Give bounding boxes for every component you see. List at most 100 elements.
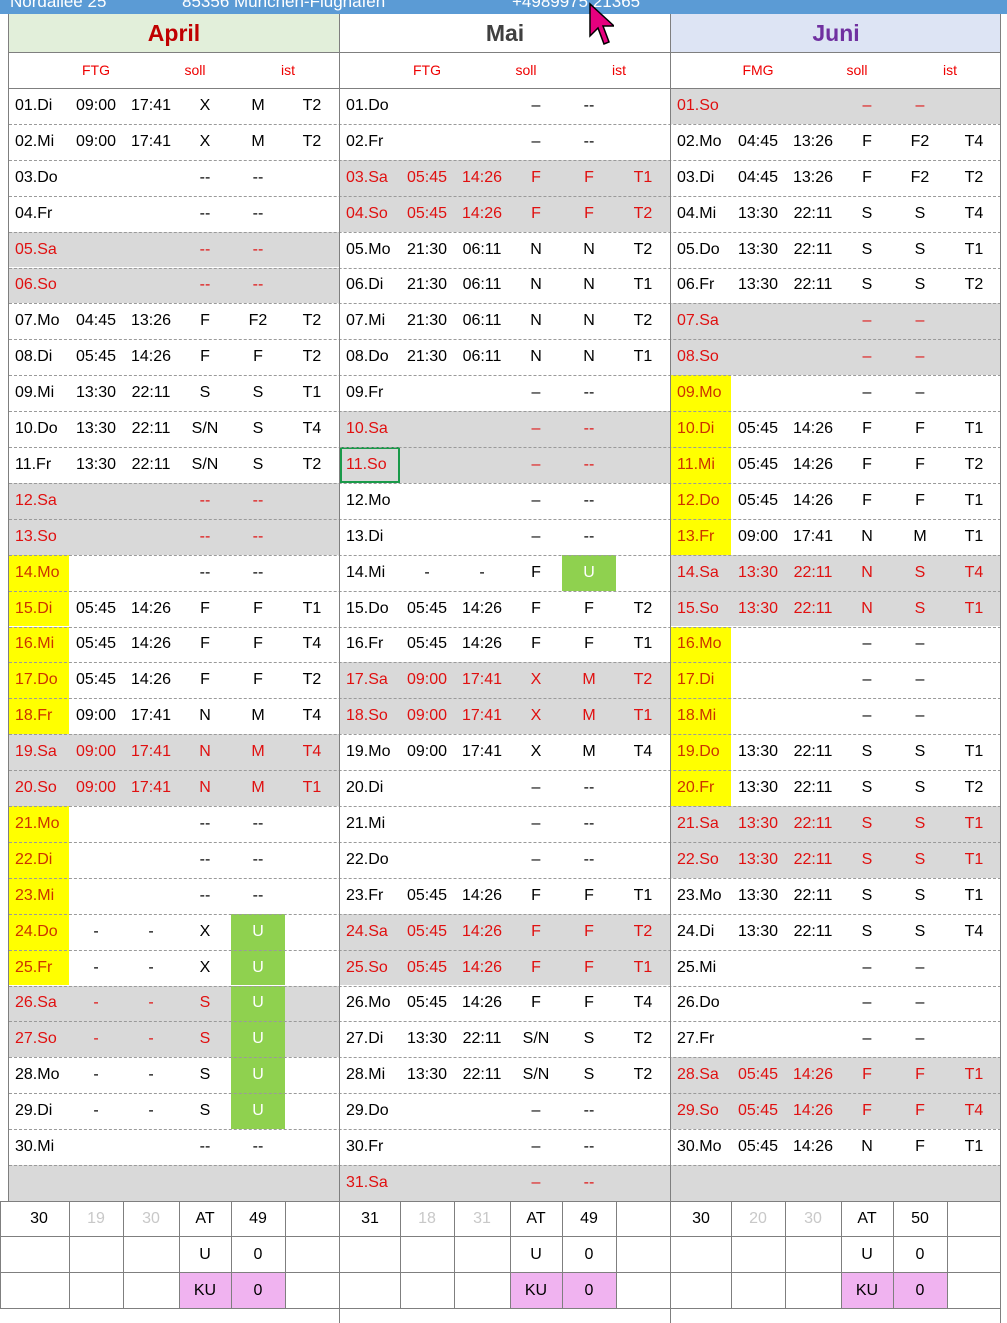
total-cell[interactable] — [671, 1273, 731, 1309]
terminal-cell[interactable]: T2 — [633, 240, 653, 258]
date-cell[interactable]: 21.Sa — [677, 814, 719, 832]
date-cell[interactable]: 04.Fr — [15, 204, 53, 222]
terminal-cell[interactable]: T1 — [964, 599, 984, 617]
ist-shift-cell[interactable]: -- — [252, 240, 264, 258]
end-time-cell[interactable]: 14:26 — [461, 886, 503, 904]
selected-cell[interactable]: 11.So — [340, 447, 400, 483]
soll-shift-cell[interactable]: – — [531, 814, 541, 832]
date-cell[interactable]: 18.So — [346, 707, 388, 725]
terminal-cell[interactable] — [285, 483, 339, 519]
start-time-cell[interactable] — [69, 519, 123, 555]
total-cell[interactable]: 0 — [584, 1245, 594, 1263]
date-cell[interactable]: 21.Mo — [9, 806, 69, 842]
date-cell[interactable]: 22.Do — [346, 850, 389, 868]
soll-shift-cell[interactable]: F — [531, 599, 541, 617]
ist-shift-cell[interactable]: M — [251, 132, 265, 150]
soll-shift-cell[interactable]: N — [530, 276, 542, 294]
ist-shift-cell[interactable]: – — [915, 635, 925, 653]
terminal-cell[interactable]: T1 — [302, 779, 322, 797]
date-cell[interactable]: 29.So — [677, 1102, 719, 1120]
start-time-cell[interactable] — [731, 1021, 785, 1057]
start-time-cell[interactable] — [69, 806, 123, 842]
total-cell[interactable]: 20 — [749, 1209, 767, 1227]
ist-shift-cell[interactable]: S — [252, 384, 264, 402]
terminal-cell[interactable]: T4 — [964, 1102, 984, 1120]
soll-shift-cell[interactable]: F — [200, 348, 210, 366]
start-time-cell[interactable] — [69, 196, 123, 232]
start-time-cell[interactable] — [69, 842, 123, 878]
date-cell[interactable]: 02.Mo — [677, 132, 722, 150]
soll-shift-cell[interactable]: – — [862, 384, 872, 402]
end-time-cell[interactable]: 14:26 — [461, 168, 503, 186]
terminal-cell[interactable]: T2 — [964, 779, 984, 797]
terminal-cell[interactable]: T2 — [633, 204, 653, 222]
soll-shift-cell[interactable]: N — [861, 1138, 873, 1156]
terminal-cell[interactable] — [616, 555, 670, 591]
start-time-cell[interactable]: 05:45 — [737, 455, 779, 473]
soll-shift-cell[interactable]: F — [862, 455, 872, 473]
total-cell[interactable] — [123, 1237, 179, 1273]
total-cell[interactable] — [454, 1273, 510, 1309]
start-time-cell[interactable]: 04:45 — [75, 312, 117, 330]
date-cell[interactable]: 11.Fr — [15, 455, 52, 473]
start-time-cell[interactable] — [731, 662, 785, 698]
start-time-cell[interactable] — [731, 627, 785, 663]
date-cell[interactable]: 21.Mi — [346, 814, 386, 832]
start-time-cell[interactable]: 09:00 — [75, 779, 117, 797]
ist-shift-cell[interactable]: S — [914, 276, 926, 294]
soll-shift-cell[interactable]: N — [199, 779, 211, 797]
soll-shift-cell[interactable]: – — [862, 312, 872, 330]
start-time-cell[interactable]: 09:00 — [75, 707, 117, 725]
ist-shift-cell[interactable]: – — [915, 384, 925, 402]
soll-shift-cell[interactable]: N — [199, 707, 211, 725]
start-time-cell[interactable]: 21:30 — [406, 240, 448, 258]
end-time-cell[interactable]: 17:41 — [461, 671, 503, 689]
terminal-cell[interactable]: T4 — [964, 922, 984, 940]
date-cell[interactable]: 04.Mi — [677, 204, 717, 222]
end-time-cell[interactable]: 14:26 — [130, 348, 172, 366]
soll-shift-cell[interactable]: X — [530, 671, 542, 689]
ist-shift-cell[interactable]: F — [253, 635, 263, 653]
ist-shift-cell[interactable]: F2 — [248, 312, 268, 330]
date-cell[interactable]: 13.Fr — [671, 518, 731, 555]
soll-shift-cell[interactable]: -- — [199, 850, 211, 868]
end-time-cell[interactable] — [454, 483, 510, 519]
ist-shift-cell[interactable]: F — [584, 599, 594, 617]
ist-shift-cell[interactable]: S — [252, 455, 264, 473]
start-time-cell[interactable]: 21:30 — [406, 348, 448, 366]
start-time-cell[interactable]: 13:30 — [737, 814, 779, 832]
date-cell[interactable]: 04.So — [346, 204, 388, 222]
terminal-cell[interactable]: T1 — [633, 635, 653, 653]
start-time-cell[interactable]: 05:45 — [75, 348, 117, 366]
terminal-cell[interactable] — [285, 950, 339, 986]
terminal-cell[interactable] — [947, 986, 1001, 1022]
date-cell[interactable]: 06.Fr — [677, 276, 715, 294]
soll-shift-cell[interactable]: X — [530, 707, 542, 725]
terminal-cell[interactable] — [947, 375, 1001, 411]
terminal-cell[interactable] — [285, 806, 339, 842]
end-time-cell[interactable]: 22:11 — [793, 814, 833, 832]
terminal-cell[interactable]: T1 — [633, 886, 653, 904]
start-time-cell[interactable] — [400, 483, 454, 519]
soll-shift-cell[interactable]: F — [531, 204, 541, 222]
start-time-cell[interactable]: 09:00 — [406, 671, 448, 689]
terminal-cell[interactable]: T1 — [964, 420, 984, 438]
ist-shift-cell[interactable]: -- — [583, 814, 595, 832]
start-time-cell[interactable]: - — [93, 1066, 99, 1084]
start-time-cell[interactable] — [400, 88, 454, 124]
month-header-april[interactable]: April — [9, 14, 339, 52]
terminal-cell[interactable] — [947, 303, 1001, 339]
ist-shift-cell[interactable]: N — [583, 312, 595, 330]
terminal-cell[interactable]: T4 — [964, 132, 984, 150]
end-time-cell[interactable]: 17:41 — [130, 707, 172, 725]
terminal-cell[interactable] — [285, 914, 339, 950]
end-time-cell[interactable]: 13:26 — [130, 312, 172, 330]
date-cell[interactable]: 19.Sa — [15, 743, 57, 761]
soll-shift-cell[interactable]: – — [862, 348, 872, 366]
terminal-cell[interactable]: T2 — [633, 922, 653, 940]
soll-shift-cell[interactable]: – — [531, 420, 541, 438]
ist-shift-cell[interactable]: F — [584, 168, 594, 186]
start-time-cell[interactable]: 21:30 — [406, 312, 448, 330]
date-cell[interactable]: 09.Mi — [15, 384, 55, 402]
end-time-cell[interactable]: 22:11 — [462, 1030, 502, 1048]
